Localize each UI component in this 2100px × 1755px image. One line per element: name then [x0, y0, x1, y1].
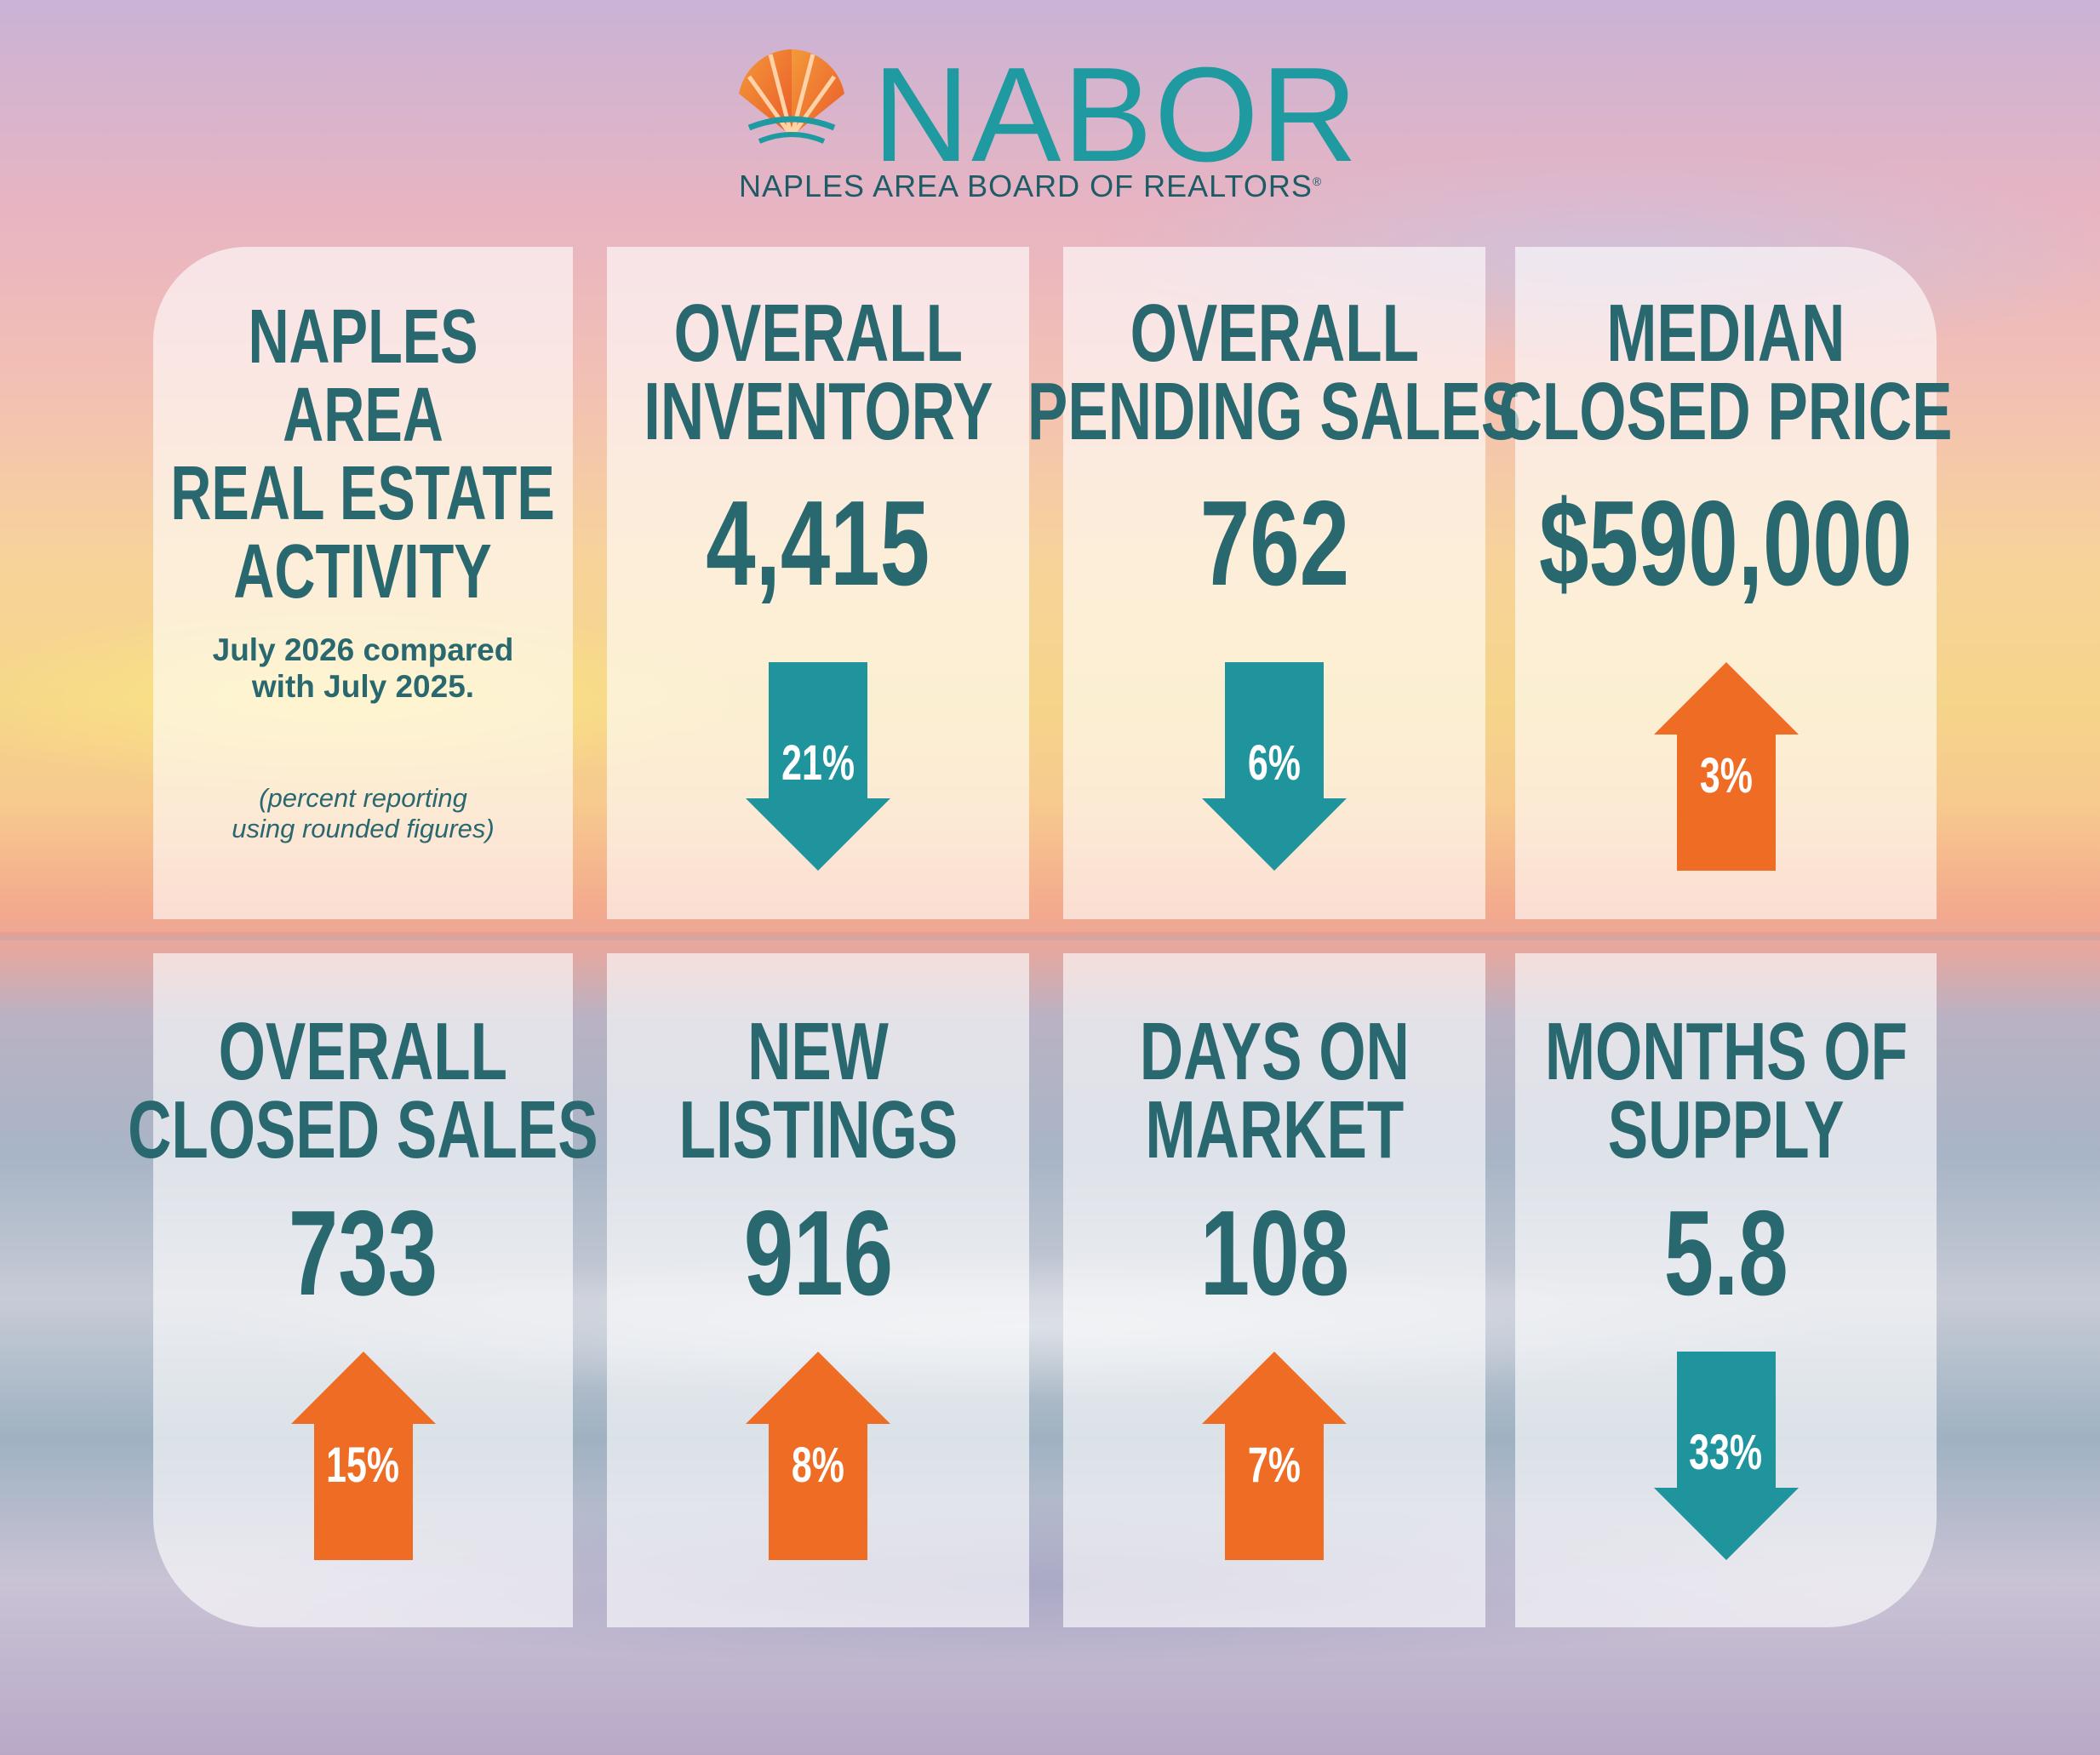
stat-card-overall-inventory: OVERALL INVENTORY 4,415 21%	[607, 247, 1029, 919]
stat-card-overall-closed-sales: OVERALL CLOSED SALES 733 15%	[128, 953, 598, 1627]
stat-value: 4,415	[706, 476, 930, 611]
stat-card-overall-pending-sales: OVERALL PENDING SALES 762 6%	[1027, 247, 1521, 919]
shell-logo-icon	[739, 49, 844, 144]
stat-title: MONTHS OF SUPPLY	[1544, 1006, 1908, 1175]
stat-card-new-listings: NEW LISTINGS 916 8%	[607, 953, 1029, 1627]
change-percent: 21%	[781, 735, 855, 791]
intro-note: (percent reporting using rounded figures…	[232, 783, 495, 843]
stat-value: 916	[743, 1186, 893, 1321]
horizon-line	[0, 932, 2100, 940]
stat-title: DAYS ON MARKET	[1139, 1006, 1410, 1175]
stat-value: 733	[288, 1186, 438, 1321]
brand-name: NABOR	[873, 40, 1359, 190]
intro-panel: NAPLES AREA REAL ESTATE ACTIVITY July 20…	[153, 247, 573, 919]
change-percent: 3%	[1699, 748, 1753, 803]
arrow-up-icon: 3%	[1653, 662, 1799, 871]
stat-title: OVERALL CLOSED SALES	[128, 1006, 598, 1175]
stat-title: OVERALL PENDING SALES	[1027, 288, 1522, 457]
change-percent: 6%	[1247, 735, 1302, 791]
stat-value: 5.8	[1663, 1186, 1788, 1321]
brand-tagline: NAPLES AREA BOARD OF REALTORS®	[739, 169, 1323, 203]
stat-card-months-of-supply: MONTHS OF SUPPLY 5.8 33%	[1515, 953, 1937, 1627]
intro-subtitle: July 2026 compared with July 2025.	[212, 632, 514, 704]
stat-card-median-closed-price: MEDIAN CLOSED PRICE $590,000 3%	[1499, 247, 1953, 919]
stat-title: OVERALL INVENTORY	[643, 288, 993, 457]
registered-mark: ®	[1312, 174, 1323, 188]
arrow-up-icon: 8%	[746, 1352, 890, 1560]
intro-title: NAPLES AREA REAL ESTATE ACTIVITY	[170, 294, 556, 615]
change-percent: 33%	[1689, 1425, 1763, 1480]
arrow-up-icon: 15%	[290, 1352, 436, 1560]
change-percent: 15%	[326, 1438, 400, 1493]
arrow-up-icon: 7%	[1202, 1352, 1347, 1560]
stat-title: MEDIAN CLOSED PRICE	[1499, 288, 1953, 457]
arrow-down-icon: 21%	[746, 662, 890, 871]
arrow-down-icon: 33%	[1653, 1352, 1799, 1560]
stat-value: $590,000	[1539, 476, 1913, 611]
change-percent: 7%	[1247, 1438, 1302, 1493]
stat-title: NEW LISTINGS	[678, 1006, 958, 1175]
stat-value: 762	[1199, 476, 1349, 611]
arrow-down-icon: 6%	[1202, 662, 1347, 871]
nabor-logo: NABOR NAPLES AREA BOARD OF REALTORS®	[732, 43, 1379, 213]
stat-card-days-on-market: DAYS ON MARKET 108 7%	[1063, 953, 1485, 1627]
change-percent: 8%	[791, 1438, 845, 1493]
stat-value: 108	[1199, 1186, 1349, 1321]
